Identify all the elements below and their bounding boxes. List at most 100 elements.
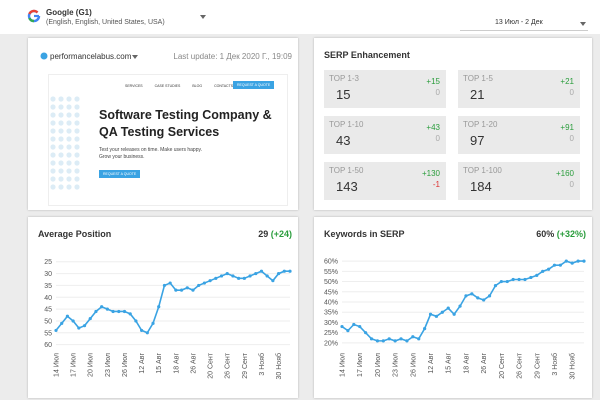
x-tick-label: 26 Сент (517, 352, 524, 379)
headline: Software Testing Company & QA Testing Se… (99, 107, 272, 141)
point (523, 277, 527, 282)
point (94, 309, 98, 314)
chart-panel: Average Position 29 (+24) 25 30 35 40 45 50 55… (28, 217, 298, 398)
point (168, 281, 172, 285)
last-update: Last update: 1 Дек 2020 Г., 19:09 (173, 52, 292, 61)
chart: 20% 25% 30% 35% 40% 45% 50% 55% 60% 14 Июл 17 Июл 2… (324, 259, 586, 379)
point (145, 331, 149, 335)
x-tick-label: 20 Сент (499, 352, 506, 379)
summary-change: (+24) (270, 229, 292, 239)
site-preview: SERVICES CASE STUDIES BLOG CONTACTS REQUEST… (48, 74, 288, 206)
cta[interactable]: REQUEST A QUOTE (99, 170, 141, 178)
dropdown-arrow[interactable] (580, 22, 587, 27)
card-change: +15 (426, 77, 440, 86)
dropdown-arrow[interactable] (200, 15, 207, 20)
summary: 60% (+32%) (536, 229, 586, 239)
point (225, 271, 229, 276)
point (88, 316, 92, 321)
y-tick-label: 60% (324, 259, 338, 266)
point (352, 322, 356, 327)
summary: 29 (+24) (258, 229, 292, 239)
body-line: Grow your business. (99, 154, 145, 160)
y-tick-label: 40% (324, 300, 338, 307)
dot (50, 176, 56, 182)
x-tick-label: 17 Июл (357, 353, 364, 377)
serp-card: TOP 1-5 21 +21 0 (458, 70, 580, 108)
dot (74, 144, 80, 150)
point (535, 273, 539, 278)
x-tick-label: 30 Нояб (275, 353, 283, 379)
engine[interactable]: Google (G1) (46, 8, 92, 17)
point (458, 304, 462, 308)
y-tick-label: 35% (324, 310, 338, 317)
y-tick-label: 45 (44, 307, 52, 314)
x-tick-label: 29 Сент (242, 352, 249, 379)
point (434, 314, 439, 318)
card-value: 43 (336, 133, 351, 148)
line (341, 260, 584, 342)
point (582, 259, 586, 263)
point (405, 339, 409, 343)
y-tick-label: 50% (324, 279, 338, 286)
dot (66, 136, 72, 142)
x-tick-label: 15 Авг (446, 353, 453, 374)
point (276, 271, 281, 276)
card-change: +21 (560, 77, 574, 86)
dot (50, 160, 56, 166)
point (417, 337, 421, 341)
point (237, 276, 241, 280)
dot (66, 176, 72, 182)
dropdown-arrow[interactable] (132, 55, 139, 60)
line (55, 270, 290, 334)
site-domain[interactable]: performancelabus.com (50, 52, 132, 61)
summary-change: (+32%) (556, 229, 586, 239)
point (464, 294, 468, 298)
point (71, 319, 75, 323)
date-range[interactable]: 13 Июл - 2 Дек (495, 19, 543, 26)
cta-top[interactable]: REQUEST A QUOTE (233, 81, 275, 89)
card-label: TOP 1-5 (463, 74, 493, 83)
card-delta: 0 (569, 134, 574, 143)
chart-panel: Keywords in SERP 60% (+32%) 20% 25% 30% 35%… (314, 217, 592, 398)
point (242, 276, 246, 280)
google-icon (27, 9, 41, 23)
locale[interactable]: (English, English, United States, USA) (46, 19, 165, 26)
point (499, 279, 503, 284)
dot (50, 136, 56, 142)
nav-item: BLOG (192, 84, 203, 88)
point (248, 274, 252, 278)
point (231, 274, 235, 278)
card-value: 184 (470, 179, 492, 194)
point (65, 314, 70, 318)
dot (58, 168, 64, 174)
dot (74, 176, 80, 182)
dot (58, 160, 64, 166)
y-tick-label: 50 (44, 318, 52, 325)
point (452, 312, 456, 316)
x-tick-label: 3 Нояб (258, 353, 266, 376)
dot (50, 152, 56, 158)
x-tick-label: 20 Июл (375, 353, 382, 377)
x-tick-label: 29 Сент (534, 352, 541, 379)
dot (74, 112, 80, 118)
card-value: 97 (470, 133, 485, 148)
x-tick-label: 26 Июл (410, 353, 417, 377)
x-tick-label: 17 Июл (71, 353, 78, 377)
point (162, 283, 167, 288)
dot (58, 120, 64, 126)
summary-value: 60% (536, 229, 555, 239)
date-picker[interactable]: 13 Июл - 2 Дек (460, 16, 588, 31)
point (505, 279, 509, 284)
y-tick-label: 35 (44, 283, 52, 290)
x-tick-label: 18 Авг (173, 353, 180, 374)
point (546, 267, 551, 271)
card-value: 143 (336, 179, 358, 194)
x-tick-label: 26 Сент (225, 352, 232, 379)
serp-card: TOP 1-20 97 +91 0 (458, 116, 580, 154)
point (440, 310, 444, 314)
card-label: TOP 1-20 (463, 120, 498, 129)
point (185, 286, 189, 290)
point (399, 337, 403, 341)
point (140, 328, 144, 333)
